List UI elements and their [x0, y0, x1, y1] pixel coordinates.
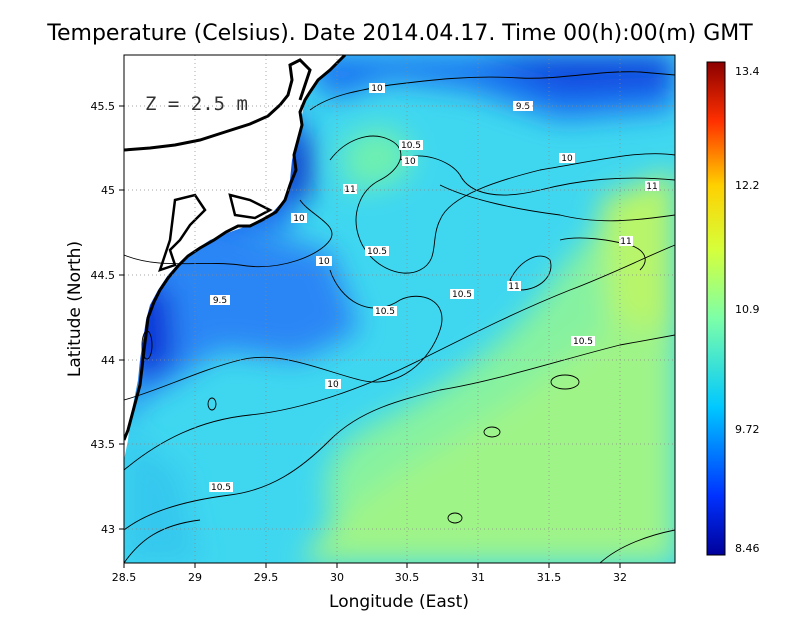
y-tick-label: 43 — [101, 523, 115, 536]
x-tick-label: 32 — [613, 571, 627, 584]
x-tick-label: 31 — [471, 571, 485, 584]
contour-label: 11 — [508, 282, 519, 292]
x-axis-label: Longitude (East) — [329, 592, 469, 612]
contour-label: 10 — [371, 84, 383, 94]
depth-label: Z = 2.5 m — [145, 93, 248, 115]
contour-label: 10.5 — [375, 307, 395, 317]
colorbar-tick-label: 8.46 — [735, 542, 760, 555]
x-axis: 28.5 29 29.5 30 30.5 31 31.5 32 Longitud… — [112, 563, 627, 612]
x-tick-label: 31.5 — [537, 571, 562, 584]
x-tick-label: 30.5 — [395, 571, 420, 584]
colorbar-tick-label: 9.72 — [735, 423, 760, 436]
contour-label: 10 — [327, 380, 339, 390]
y-axis-label: Latitude (North) — [65, 241, 85, 377]
colorbar-tick-label: 13.4 — [735, 65, 760, 78]
contour-labels: 10 9.5 10.5 10 10 11 11 11 10 10.5 10 10… — [209, 83, 659, 493]
colorbar: 13.4 12.2 10.9 9.72 8.46 — [706, 61, 760, 556]
contour-label: 10.5 — [452, 290, 472, 300]
contour-label: 10.5 — [367, 247, 387, 257]
temperature-field: 10 9.5 10.5 10 10 11 11 11 10 10.5 10 10… — [124, 55, 675, 563]
colorbar-tick-label: 10.9 — [735, 303, 760, 316]
colorbar-tick-label: 12.2 — [735, 179, 760, 192]
y-tick-label: 44.5 — [91, 269, 116, 282]
contour-label: 11 — [620, 237, 631, 247]
contour-label: 10 — [293, 214, 305, 224]
contour-label: 10.5 — [573, 337, 593, 347]
contour-label: 10.5 — [211, 483, 231, 493]
contour-label: 9.5 — [516, 102, 530, 112]
y-tick-label: 45 — [101, 184, 115, 197]
y-axis: 45.5 45 44.5 44 43.5 43 Latitude (North) — [65, 100, 124, 536]
contour-label: 10 — [404, 157, 416, 167]
contour-label: 10 — [318, 257, 330, 267]
x-tick-label: 30 — [330, 571, 344, 584]
y-tick-label: 43.5 — [91, 438, 116, 451]
map-title: Temperature (Celsius). Date 2014.04.17. … — [46, 21, 753, 46]
x-tick-label: 29.5 — [254, 571, 279, 584]
y-tick-label: 45.5 — [91, 100, 116, 113]
plot-frame — [123, 54, 676, 564]
y-tick-label: 44 — [101, 354, 115, 367]
contour-label: 9.5 — [213, 296, 227, 306]
x-tick-label: 28.5 — [112, 571, 137, 584]
contour-label: 10 — [561, 154, 573, 164]
x-tick-label: 29 — [188, 571, 202, 584]
contour-label: 11 — [344, 185, 355, 195]
contour-label: 10.5 — [401, 141, 421, 151]
contour-label: 11 — [646, 182, 657, 192]
